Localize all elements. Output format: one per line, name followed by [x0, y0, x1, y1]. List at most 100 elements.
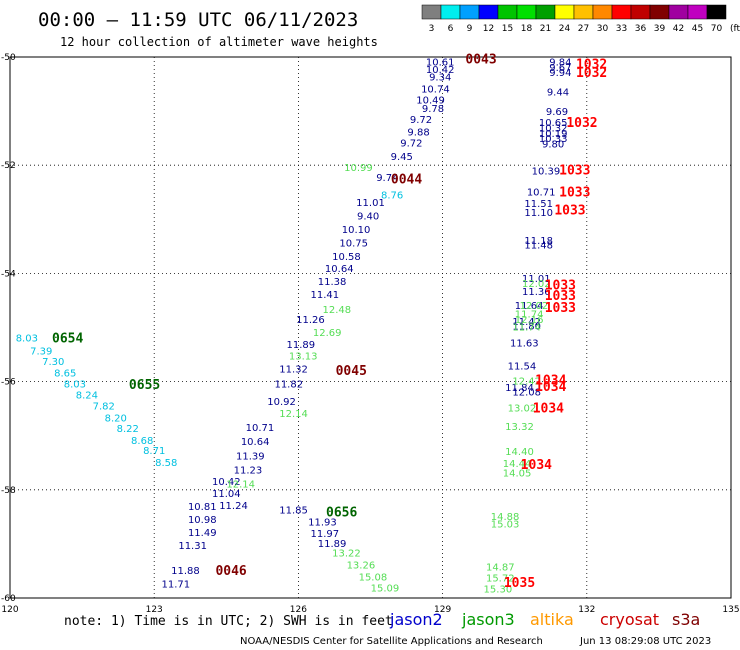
wave-height-value: 10.42	[426, 65, 455, 76]
pass-time-label: 0655	[129, 378, 160, 393]
colorbar-swatch	[421, 4, 442, 20]
wave-height-value: 13.32	[505, 422, 534, 433]
wave-height-value: 11.71	[162, 579, 191, 590]
pass-time-label: 1033	[559, 185, 590, 200]
wave-height-value: 10.98	[188, 515, 217, 526]
colorbar-swatch	[459, 4, 480, 20]
map-subtitle: 12 hour collection of altimeter wave hei…	[60, 35, 378, 49]
wave-height-value: 9.67	[549, 63, 571, 74]
pass-time-label: 0046	[215, 564, 246, 579]
wave-height-value: 11.63	[510, 339, 539, 350]
wave-height-value: 11.31	[178, 541, 207, 552]
wave-height-value: 9.44	[547, 88, 569, 99]
wave-height-value: 9.40	[357, 212, 379, 223]
wave-height-value: 11.88	[171, 566, 200, 577]
wave-height-value: 12.14	[226, 479, 255, 490]
pass-time-label: 1032	[566, 116, 597, 131]
wave-height-value: 11.23	[234, 465, 263, 476]
wave-height-value: 7.82	[93, 401, 115, 412]
wave-height-value: 15.08	[359, 572, 388, 583]
map-title: 00:00 – 11:59 UTC 06/11/2023	[38, 9, 358, 31]
wave-height-value: 15.03	[491, 519, 520, 530]
wave-height-value: 8.76	[381, 190, 403, 201]
wave-height-value: 9.78	[422, 104, 444, 115]
wave-height-value: 12.69	[313, 328, 342, 339]
wave-height-value: 9.88	[407, 128, 429, 139]
wave-height-value: 10.64	[325, 264, 354, 275]
wave-height-value: 11.74	[512, 323, 541, 334]
latitude-tick-label: -54	[1, 269, 16, 279]
colorbar-label: 39	[654, 24, 666, 34]
colorbar-label: 45	[692, 24, 703, 34]
colorbar-swatch	[478, 4, 499, 20]
wave-height-value: 10.49	[416, 95, 445, 106]
wave-height-value: 11.93	[308, 517, 337, 528]
wave-height-value: 11.89	[318, 539, 347, 550]
wave-height-value: 11.36	[522, 287, 551, 298]
wave-height-value: 10.39	[532, 167, 561, 178]
colorbar-swatch	[573, 4, 594, 20]
colorbar-label: 6	[448, 24, 454, 34]
wave-height-value: 12.02	[520, 301, 549, 312]
wave-height-value: 14.87	[486, 563, 515, 574]
pass-time-label: 1032	[576, 66, 607, 81]
colorbar-label: 21	[540, 24, 551, 34]
colorbar-swatch	[535, 4, 556, 20]
colorbar-label: 36	[635, 24, 647, 34]
wave-height-value: 9.34	[429, 73, 451, 84]
longitude-tick-label: 120	[1, 605, 18, 615]
satellite-s3a: s3a	[672, 610, 700, 629]
latitude-tick-label: -50	[1, 53, 16, 63]
colorbar-swatch	[668, 4, 689, 20]
pass-time-label: 1034	[533, 402, 564, 417]
pass-time-label: 1035	[504, 576, 535, 591]
wave-height-value: 11.41	[311, 290, 340, 301]
pass-time-label: 1033	[545, 289, 576, 304]
wave-height-value: 8.22	[117, 424, 139, 435]
wave-height-value: 11.51	[524, 199, 553, 210]
wave-height-value: 11.48	[524, 240, 553, 251]
wave-height-value: 10.33	[539, 134, 568, 145]
wave-height-value: 10.71	[527, 187, 556, 198]
colorbar-label: 3	[429, 24, 435, 34]
pass-time-label: 1033	[554, 204, 585, 219]
colorbar-unit: (ft)	[730, 24, 740, 34]
wave-height-value: 14.05	[503, 469, 532, 480]
wave-height-value: 10.10	[342, 225, 371, 236]
wave-height-value: 14.44	[503, 459, 532, 470]
wave-height-value: 11.54	[508, 361, 537, 372]
wave-height-value: 11.89	[286, 340, 315, 351]
wave-height-value: 12.02	[522, 279, 551, 290]
wave-height-value: 14.40	[505, 447, 534, 458]
colorbar-swatch	[554, 4, 575, 20]
wave-height-value: 8.24	[76, 391, 98, 402]
wave-height-value: 10.92	[267, 397, 296, 408]
wave-height-value: 11.10	[524, 208, 553, 219]
latitude-tick-label: -56	[1, 378, 16, 388]
longitude-tick-label: 135	[722, 605, 739, 615]
wave-height-value: 11.49	[188, 528, 217, 539]
colorbar-swatch	[706, 4, 727, 20]
wave-height-value: 11.85	[279, 505, 308, 516]
pass-time-label: 1032	[576, 58, 607, 73]
pass-time-labels: 0043004400450046065406550656103210321032…	[52, 53, 607, 591]
colorbar-label: 27	[578, 24, 589, 34]
lat-lon-grid	[10, 57, 731, 598]
wave-height-value: 11.01	[522, 274, 551, 285]
wave-height-value: 11.84	[505, 383, 534, 394]
wave-height-value: 11.82	[274, 379, 303, 390]
wave-height-value: 11.80	[512, 321, 541, 332]
wave-height-value: 10.42	[212, 477, 241, 488]
wave-height-value: 10.81	[188, 502, 217, 513]
wave-height-value: 7.39	[30, 346, 52, 357]
pass-time-label: 0045	[336, 364, 367, 379]
pass-time-label: 1033	[545, 301, 576, 316]
wave-height-value: 10.32	[539, 123, 568, 134]
pass-time-label: 1034	[535, 380, 566, 395]
wave-height-value: 8.03	[64, 379, 86, 390]
colorbar-swatch	[649, 4, 670, 20]
wave-height-value: 11.04	[212, 489, 241, 500]
wave-height-value: 13.13	[289, 352, 318, 363]
pass-time-label: 1033	[559, 164, 590, 179]
